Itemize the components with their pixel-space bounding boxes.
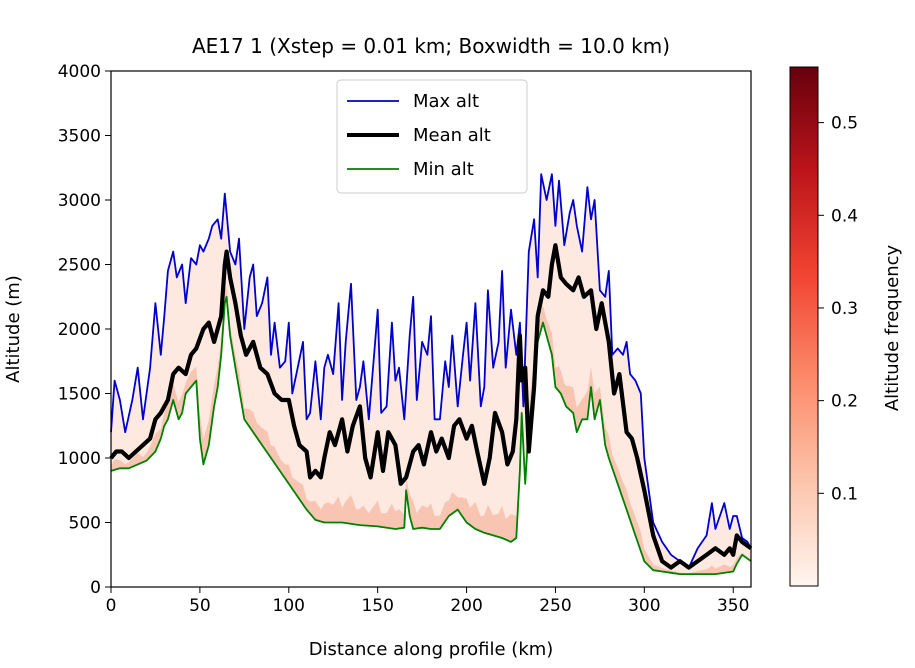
y-tick-label: 3500 bbox=[58, 127, 101, 147]
y-tick-label: 2000 bbox=[58, 320, 101, 340]
y-tick-label: 500 bbox=[69, 514, 101, 534]
legend-label-max-alt: Max alt bbox=[413, 91, 479, 112]
x-axis-label: Distance along profile (km) bbox=[309, 639, 554, 660]
series-lines bbox=[109, 173, 753, 575]
x-tick-label: 200 bbox=[450, 596, 482, 616]
y-axis-label: Altitude (m) bbox=[3, 275, 24, 383]
colorbar-gradient bbox=[789, 66, 819, 587]
plot-area bbox=[109, 70, 753, 588]
colorbar-tick-label: 0.5 bbox=[831, 114, 858, 134]
y-tick-label: 2500 bbox=[58, 256, 101, 276]
x-tick-label: 350 bbox=[717, 596, 749, 616]
colorbar-tick-label: 0.1 bbox=[831, 484, 858, 504]
frequency-band-dense bbox=[111, 286, 751, 575]
colorbar-tick-label: 0.2 bbox=[831, 392, 858, 412]
legend-box bbox=[336, 79, 528, 194]
x-tick-label: 100 bbox=[273, 596, 305, 616]
x-tick-label: 150 bbox=[361, 596, 393, 616]
legend-label-mean-alt: Mean alt bbox=[413, 125, 491, 146]
series-line-mean-alt bbox=[109, 243, 753, 570]
colorbar-tick-label: 0.3 bbox=[831, 299, 858, 319]
y-tick-label: 3000 bbox=[58, 191, 101, 211]
x-tick-label: 0 bbox=[106, 596, 117, 616]
x-tick-label: 300 bbox=[628, 596, 660, 616]
y-tick-label: 0 bbox=[90, 578, 101, 598]
x-axis: 0 50 100 150 200 250 300 350 bbox=[106, 587, 749, 616]
y-axis: 0 500 1000 1500 2000 2500 3000 3500 4000 bbox=[58, 62, 111, 598]
frequency-band bbox=[111, 174, 751, 575]
series-line-min-alt bbox=[110, 295, 752, 575]
x-tick-label: 50 bbox=[189, 596, 211, 616]
legend-label-min-alt: Min alt bbox=[413, 159, 474, 180]
x-tick-label: 250 bbox=[539, 596, 571, 616]
frequency-band-area bbox=[111, 174, 751, 575]
y-tick-label: 1500 bbox=[58, 385, 101, 405]
chart-title: AE17 1 (Xstep = 0.01 km; Boxwidth = 10.0… bbox=[192, 34, 670, 58]
legend: Max alt Mean alt Min alt bbox=[336, 79, 528, 194]
y-tick-label: 4000 bbox=[58, 62, 101, 82]
colorbar-ticks: 0.1 0.2 0.3 0.4 0.5 bbox=[818, 114, 858, 504]
y-tick-label: 1000 bbox=[58, 449, 101, 469]
colorbar-tick-label: 0.4 bbox=[831, 206, 858, 226]
series-line-max-alt bbox=[110, 173, 752, 569]
colorbar: 0.1 0.2 0.3 0.4 0.5 Altitude frequency bbox=[789, 66, 903, 587]
colorbar-label: Altitude frequency bbox=[882, 244, 903, 411]
